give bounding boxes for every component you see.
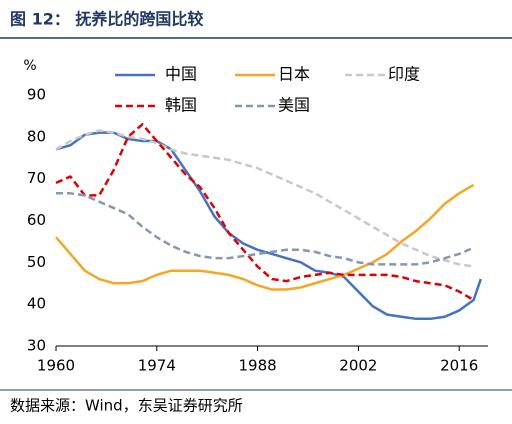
legend-label: 中国 [165, 65, 197, 84]
chart-title: 图 12： 抚养比的跨国比较 [10, 10, 203, 29]
y-tick-label: 90 [27, 86, 46, 104]
series-line [55, 129, 474, 268]
y-tick-label: 70 [27, 169, 46, 187]
legend-label: 印度 [388, 65, 420, 84]
source-note: 数据来源：Wind，东吴证券研究所 [10, 397, 243, 415]
y-tick-label: 60 [27, 211, 46, 229]
series-line [56, 192, 475, 266]
x-tick-label: 2002 [339, 357, 377, 375]
y-tick-label: 30 [27, 337, 46, 355]
y-tick-label: 80 [27, 127, 46, 145]
legend-label: 美国 [278, 96, 310, 115]
y-axis-label: % [23, 58, 36, 74]
x-tick-label: 1960 [37, 357, 75, 375]
legend-label: 日本 [278, 65, 310, 84]
y-tick-label: 50 [27, 253, 46, 271]
x-tick-label: 1988 [239, 357, 277, 375]
series-line [55, 183, 475, 291]
x-tick-label: 2016 [440, 357, 478, 375]
y-tick-label: 40 [27, 295, 46, 313]
series-line [55, 123, 475, 302]
x-tick-label: 1974 [138, 357, 176, 375]
legend-label: 韩国 [165, 96, 197, 115]
series-line [55, 131, 482, 321]
